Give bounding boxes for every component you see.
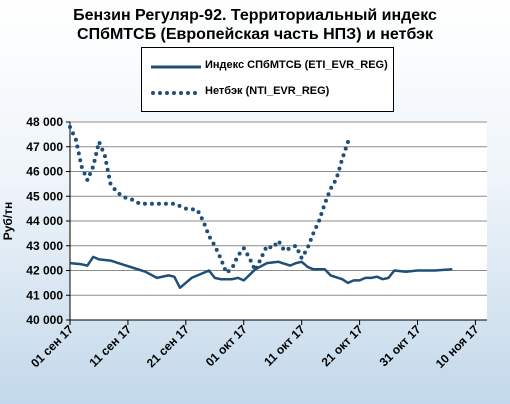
y-tick-label: 43 000 — [26, 239, 63, 253]
chart-legend: Индекс СПбМТСБ (ETI_EVR_REG) Нетбэк (NTI… — [141, 47, 394, 112]
chart-title-line1: Бензин Регуляр-92. Территориальный индек… — [73, 7, 437, 24]
y-tick-label: 46 000 — [26, 165, 63, 179]
x-tick-label: 31 окт 17 — [377, 322, 424, 369]
x-tick-label: 01 сен 17 — [28, 322, 76, 370]
series-index-line — [69, 255, 453, 290]
y-tick-label: 41 000 — [26, 288, 63, 302]
x-tick-label: 11 сен 17 — [86, 322, 134, 370]
x-tick-label: 21 сен 17 — [144, 322, 192, 370]
legend-dotted-swatch — [151, 91, 201, 95]
legend-label-index: Индекс СПбМТСБ (ETI_EVR_REG) — [205, 59, 388, 71]
y-tick-label: 44 000 — [26, 214, 63, 228]
y-tick-label: 40 000 — [26, 313, 63, 327]
x-tick-label: 21 окт 17 — [319, 322, 366, 369]
legend-label-netback: Нетбэк (NTI_EVR_REG) — [205, 85, 330, 97]
y-tick-label: 42 000 — [26, 264, 63, 278]
y-tick-label: 48 000 — [26, 115, 63, 129]
x-tick-label: 10 ноя 17 — [433, 322, 482, 371]
x-tick-label: 11 окт 17 — [261, 322, 308, 369]
chart-title-line2: СПбМТСБ (Европейская часть НПЗ) и нетбэк — [77, 26, 433, 43]
chart-title: Бензин Регуляр-92. Территориальный индек… — [0, 6, 510, 44]
y-axis-label: Руб/тн — [1, 202, 15, 241]
y-tick-label: 47 000 — [26, 140, 63, 154]
legend-solid-swatch — [151, 65, 201, 69]
series-netback-line — [68, 125, 350, 275]
y-tick-label: 45 000 — [26, 189, 63, 203]
x-tick-label: 01 окт 17 — [203, 322, 250, 369]
